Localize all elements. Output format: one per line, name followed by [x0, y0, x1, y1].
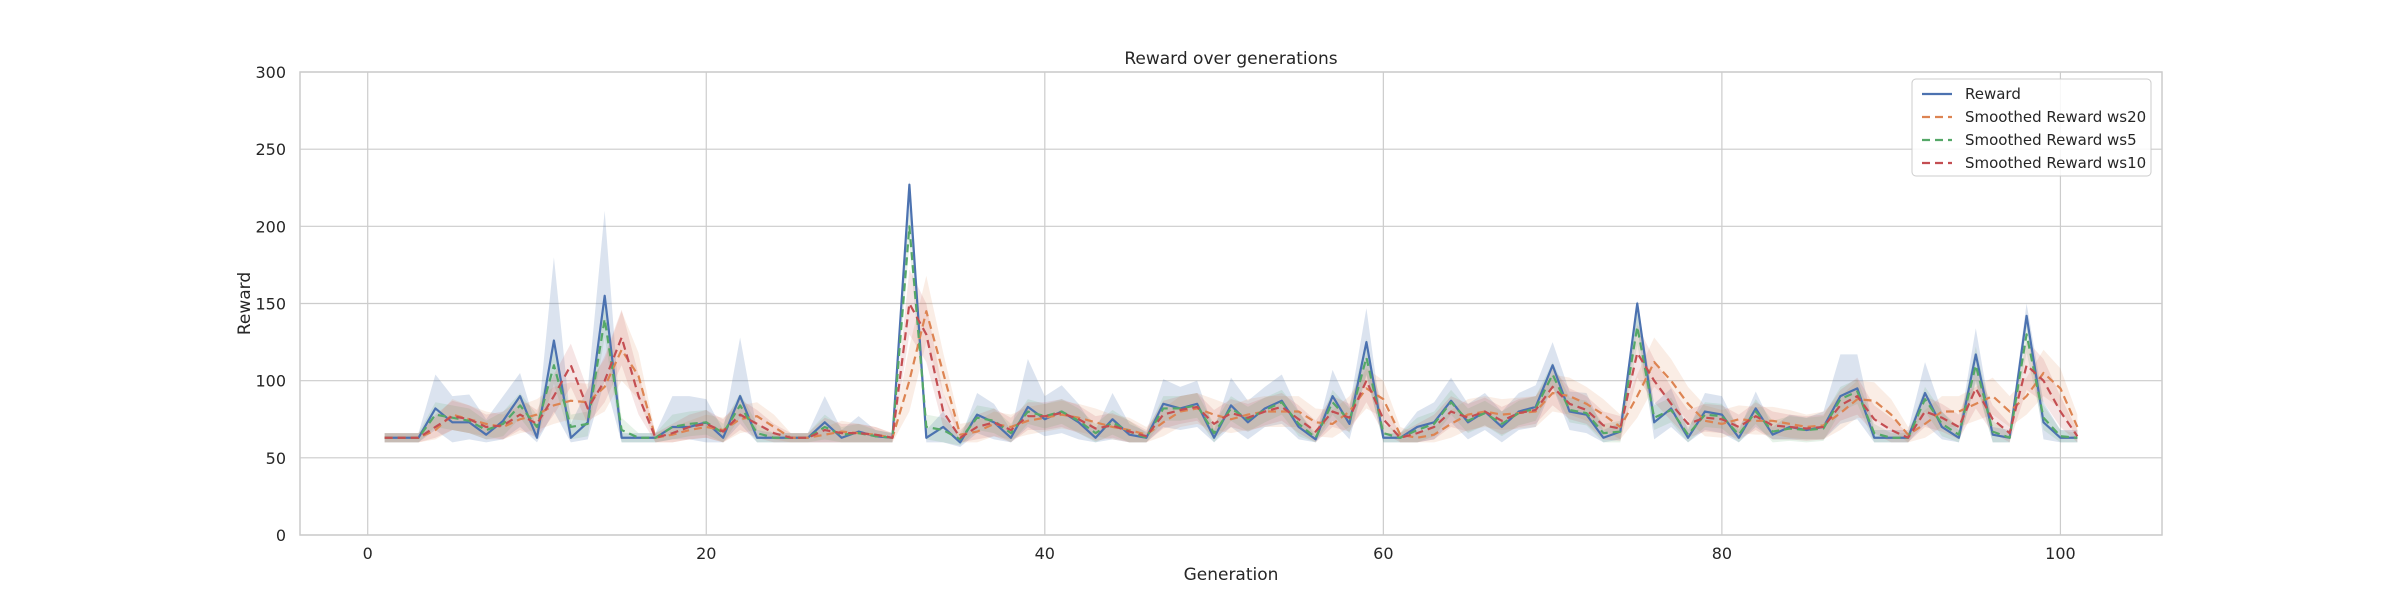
series-line-3	[384, 302, 2079, 439]
legend-label: Smoothed Reward ws10	[1965, 154, 2146, 172]
y-tick-label: 150	[255, 295, 286, 314]
x-axis-ticks: 0 20 40 60 80 100	[363, 544, 2076, 563]
y-tick-label: 250	[255, 140, 286, 159]
x-tick-label: 40	[1035, 544, 1055, 563]
series-bands	[384, 180, 2078, 448]
grid-lines	[300, 71, 2162, 536]
series-line-1	[384, 310, 2079, 439]
series-band-3	[384, 269, 2078, 443]
series-line-2	[384, 225, 2078, 441]
y-tick-label: 50	[266, 449, 286, 468]
chart-title: Reward over generations	[1124, 49, 1337, 69]
y-tick-label: 300	[255, 63, 286, 82]
plot-frame	[299, 71, 2163, 536]
x-tick-label: 100	[2045, 544, 2076, 563]
x-axis-label: Generation	[1184, 565, 1279, 585]
legend: Reward Smoothed Reward ws20 Smoothed Rewar…	[1911, 78, 2152, 177]
series-band-0	[384, 180, 2078, 448]
series-lines	[384, 183, 2079, 444]
legend-box	[1911, 78, 2152, 177]
x-tick-label: 0	[363, 544, 373, 563]
y-tick-label: 0	[276, 526, 286, 545]
y-axis-ticks: 0 50 100 150 200 250 300	[255, 63, 286, 545]
legend-label: Smoothed Reward ws20	[1965, 108, 2146, 126]
legend-label: Smoothed Reward ws5	[1965, 131, 2137, 149]
y-axis-label: Reward	[235, 272, 255, 335]
x-tick-label: 80	[1712, 544, 1732, 563]
series-band-1	[384, 275, 2078, 443]
x-tick-label: 20	[696, 544, 716, 563]
y-tick-label: 100	[255, 372, 286, 391]
x-tick-label: 60	[1373, 544, 1393, 563]
series-band-2	[384, 207, 2078, 446]
legend-label: Reward	[1965, 85, 2021, 103]
y-tick-label: 200	[255, 217, 286, 236]
